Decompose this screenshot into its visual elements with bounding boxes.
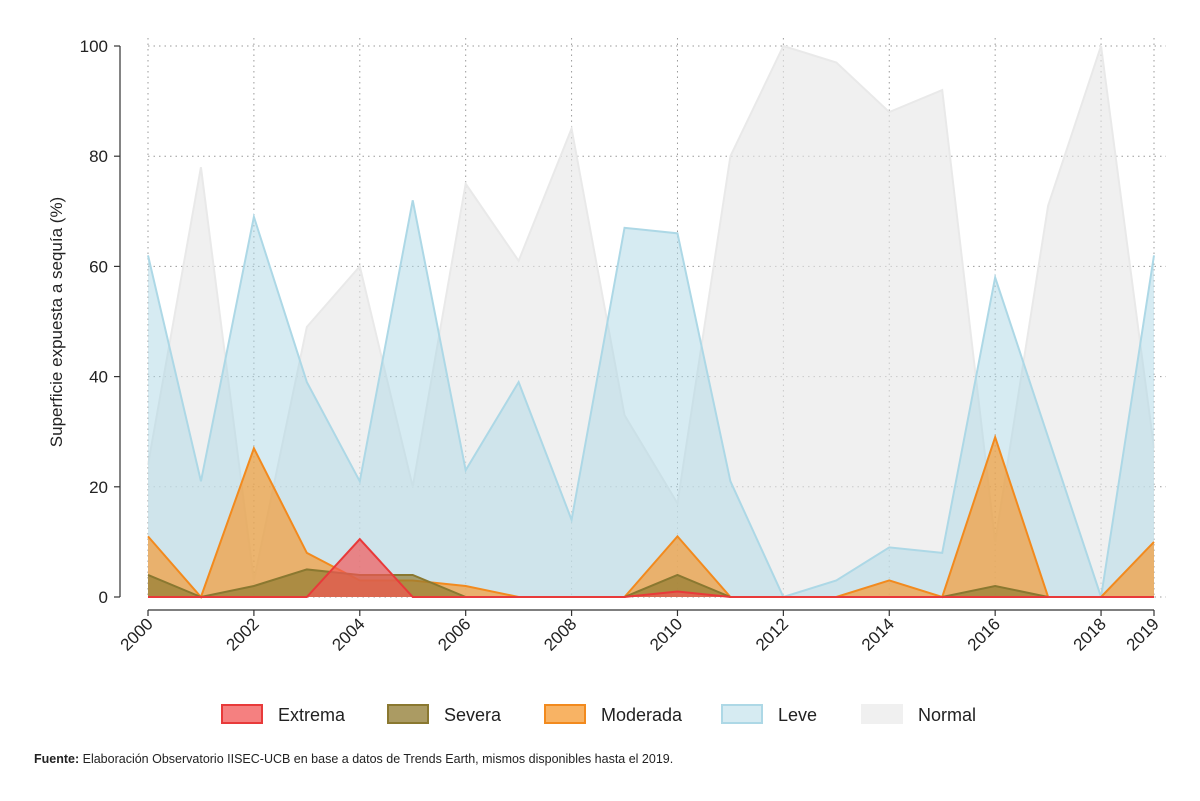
series-extrema [147, 537, 1155, 598]
y-tick-label: 20 [89, 478, 108, 497]
legend-label-severa: Severa [444, 705, 502, 725]
y-tick-label: 100 [80, 37, 108, 56]
x-tick-label: 2004 [328, 614, 368, 654]
area-moderada [148, 437, 1154, 597]
source-label: Fuente: [34, 752, 80, 766]
legend-swatch-moderada [544, 704, 586, 724]
legend-item-leve: Leve [721, 704, 817, 725]
series-areas [147, 44, 1155, 599]
legend-swatch-severa [387, 704, 429, 724]
line-severa [147, 568, 1154, 599]
legend-swatch-leve [721, 704, 763, 724]
legend-label-extrema: Extrema [278, 705, 346, 725]
x-tick-label: 2002 [223, 614, 263, 654]
line-extrema [148, 537, 1154, 598]
legend-swatch-extrema [221, 704, 263, 724]
legend-item-moderada: Moderada [544, 704, 683, 725]
y-tick-label: 40 [89, 368, 108, 387]
legend-swatch-normal [861, 704, 903, 724]
legend-item-severa: Severa [387, 704, 502, 725]
x-tick-label: 2000 [117, 614, 157, 654]
legend-label-normal: Normal [918, 705, 976, 725]
x-tick-label: 2016 [964, 614, 1004, 654]
source-note: Fuente: Elaboración Observatorio IISEC-U… [34, 752, 673, 766]
x-tick-label: 2008 [540, 614, 580, 654]
y-tick-label: 60 [89, 257, 108, 276]
x-tick-label: 2019 [1123, 614, 1163, 654]
legend-item-normal: Normal [861, 704, 976, 725]
source-text: Elaboración Observatorio IISEC-UCB en ba… [79, 752, 674, 766]
x-tick-label: 2018 [1070, 614, 1110, 654]
x-tick-label: 2012 [752, 614, 792, 654]
x-tick-label: 2006 [434, 614, 474, 654]
y-axis-title: Superficie expuesta a sequía (%) [47, 197, 66, 447]
line-leve [147, 200, 1155, 599]
area-leve [148, 200, 1154, 597]
line-moderada [147, 434, 1155, 599]
x-tick-label: 2014 [858, 614, 898, 654]
legend: Extrema Severa Moderada Leve Normal [221, 704, 976, 725]
y-tick-label: 0 [99, 588, 108, 607]
legend-item-extrema: Extrema [221, 704, 346, 725]
x-tick-label: 2010 [646, 614, 686, 654]
y-tick-label: 80 [89, 147, 108, 166]
legend-label-moderada: Moderada [601, 705, 683, 725]
legend-label-leve: Leve [778, 705, 817, 725]
